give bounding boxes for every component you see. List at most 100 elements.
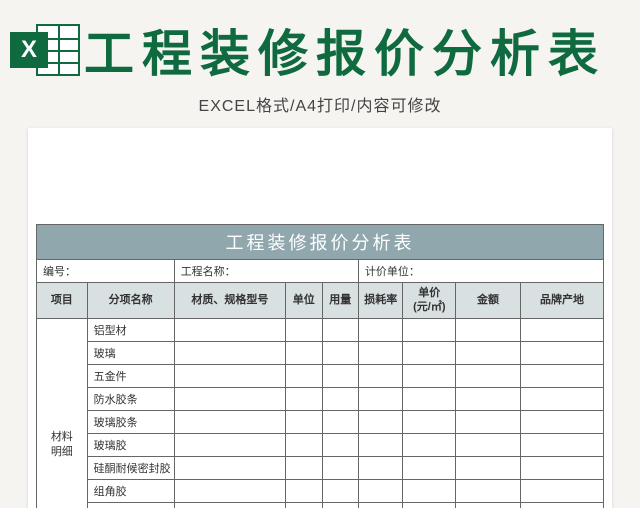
table-row: 玻璃胶条: [37, 411, 604, 434]
item-name-cell: 玻璃: [87, 342, 174, 365]
data-cell: [174, 319, 285, 342]
data-cell: [456, 411, 521, 434]
info-label-unit: 计价单位：: [358, 260, 603, 283]
data-cell: [520, 388, 603, 411]
table-row: 五金件: [37, 365, 604, 388]
data-cell: [456, 388, 521, 411]
table-row: 防水胶条: [37, 388, 604, 411]
document-preview: 工程装修报价分析表 编号： 工程名称： 计价单位： 项目分项名称材质、规格型号单…: [28, 128, 612, 508]
data-cell: [358, 365, 403, 388]
table-title: 工程装修报价分析表: [36, 224, 604, 259]
item-name-cell: 玻璃胶: [87, 434, 174, 457]
data-cell: [520, 411, 603, 434]
data-cell: [358, 411, 403, 434]
data-cell: [174, 365, 285, 388]
data-cell: [286, 434, 322, 457]
col-header: 材质、规格型号: [174, 283, 285, 319]
data-cell: [520, 457, 603, 480]
data-cell: [358, 503, 403, 508]
item-name-cell: 硅酮耐候密封胶: [87, 457, 174, 480]
table-row: 材料明细铝型材: [37, 319, 604, 342]
table-row: 玻璃胶: [37, 434, 604, 457]
info-row: 编号： 工程名称： 计价单位：: [37, 260, 604, 283]
col-header: 金额: [456, 283, 521, 319]
data-cell: [358, 388, 403, 411]
data-cell: [322, 480, 358, 503]
data-cell: [520, 503, 603, 508]
item-name-cell: 组角胶: [87, 480, 174, 503]
table-row: 安装辅件: [37, 503, 604, 508]
quotation-table: 编号： 工程名称： 计价单位： 项目分项名称材质、规格型号单位用量损耗率单价(元…: [36, 259, 604, 508]
data-cell: [456, 365, 521, 388]
data-cell: [174, 457, 285, 480]
data-cell: [403, 457, 456, 480]
data-cell: [322, 319, 358, 342]
data-cell: [456, 503, 521, 508]
page-subtitle: EXCEL格式/A4打印/内容可修改: [0, 92, 640, 116]
table-row: 组角胶: [37, 480, 604, 503]
data-cell: [456, 342, 521, 365]
table-header-row: 项目分项名称材质、规格型号单位用量损耗率单价(元/㎡)金额品牌产地: [37, 283, 604, 319]
data-cell: [520, 434, 603, 457]
data-cell: [286, 480, 322, 503]
data-cell: [322, 457, 358, 480]
data-cell: [174, 480, 285, 503]
data-cell: [403, 319, 456, 342]
data-cell: [174, 342, 285, 365]
data-cell: [403, 434, 456, 457]
data-cell: [286, 503, 322, 508]
item-name-cell: 铝型材: [87, 319, 174, 342]
col-header: 分项名称: [87, 283, 174, 319]
page-title: 工程装修报价分析表: [84, 14, 606, 86]
data-cell: [174, 434, 285, 457]
data-cell: [322, 434, 358, 457]
col-header: 单价(元/㎡): [403, 283, 456, 319]
data-cell: [456, 434, 521, 457]
item-name-cell: 玻璃胶条: [87, 411, 174, 434]
data-cell: [403, 411, 456, 434]
data-cell: [358, 457, 403, 480]
data-cell: [174, 388, 285, 411]
data-cell: [403, 388, 456, 411]
data-cell: [286, 457, 322, 480]
data-cell: [286, 319, 322, 342]
data-cell: [322, 411, 358, 434]
item-name-cell: 安装辅件: [87, 503, 174, 508]
data-cell: [358, 342, 403, 365]
data-cell: [403, 480, 456, 503]
data-cell: [286, 365, 322, 388]
data-cell: [456, 480, 521, 503]
info-label-project: 工程名称：: [174, 260, 358, 283]
data-cell: [520, 365, 603, 388]
data-cell: [174, 503, 285, 508]
info-label-id: 编号：: [37, 260, 175, 283]
col-header: 单位: [286, 283, 322, 319]
data-cell: [286, 388, 322, 411]
data-cell: [286, 411, 322, 434]
data-cell: [322, 503, 358, 508]
data-cell: [403, 342, 456, 365]
data-cell: [520, 480, 603, 503]
data-cell: [520, 342, 603, 365]
data-cell: [174, 411, 285, 434]
data-cell: [456, 319, 521, 342]
excel-badge-letter: X: [10, 32, 48, 68]
item-name-cell: 防水胶条: [87, 388, 174, 411]
col-header: 品牌产地: [520, 283, 603, 319]
data-cell: [403, 365, 456, 388]
data-cell: [403, 503, 456, 508]
category-cell: 材料明细: [37, 319, 88, 508]
data-cell: [358, 480, 403, 503]
table-row: 硅酮耐候密封胶: [37, 457, 604, 480]
data-cell: [286, 342, 322, 365]
col-header: 用量: [322, 283, 358, 319]
data-cell: [358, 434, 403, 457]
col-header: 项目: [37, 283, 88, 319]
data-cell: [322, 388, 358, 411]
table-row: 玻璃: [37, 342, 604, 365]
data-cell: [520, 319, 603, 342]
data-cell: [322, 342, 358, 365]
data-cell: [456, 457, 521, 480]
data-cell: [322, 365, 358, 388]
excel-icon: X: [10, 20, 80, 80]
